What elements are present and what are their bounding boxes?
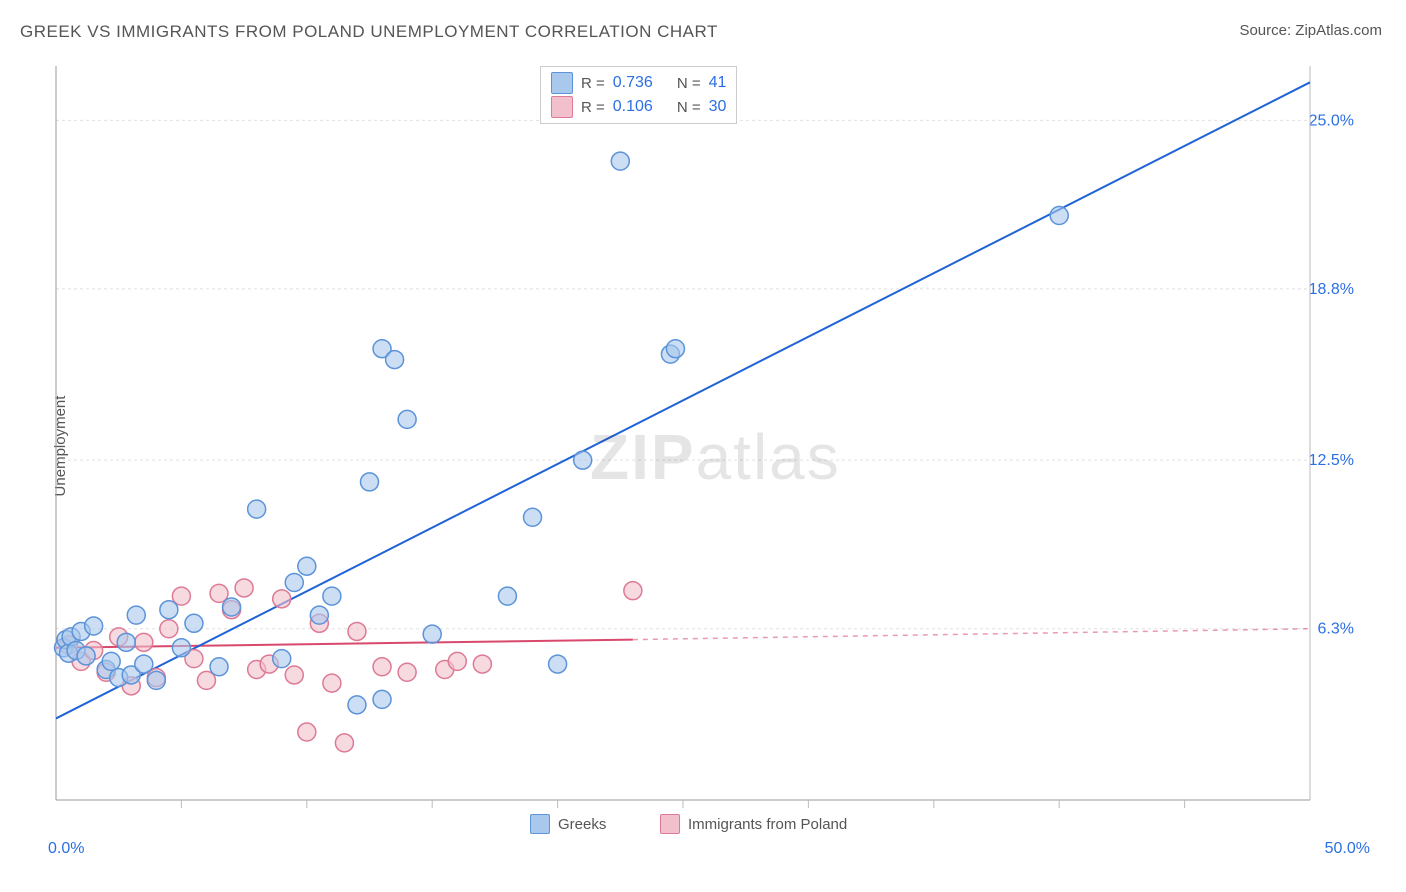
swatch-greeks-sm <box>530 814 550 834</box>
r-label2: R = <box>581 99 605 116</box>
stats-row-greeks: R = 0.736 N = 41 <box>551 71 726 95</box>
plot-area: 6.3%12.5%18.8%25.0% ZIPatlas R = 0.736 N… <box>50 60 1370 830</box>
r-value-poland: 0.106 <box>613 98 653 116</box>
n-label: N = <box>677 75 701 92</box>
chart-container: GREEK VS IMMIGRANTS FROM POLAND UNEMPLOY… <box>0 0 1406 892</box>
n-label2: N = <box>677 99 701 116</box>
n-value-poland: 30 <box>709 98 727 116</box>
stats-row-poland: R = 0.106 N = 30 <box>551 95 726 119</box>
n-value-greeks: 41 <box>709 74 727 92</box>
series-legend-poland: Immigrants from Poland <box>660 814 847 834</box>
svg-text:12.5%: 12.5% <box>1309 452 1354 469</box>
chart-svg: 6.3% 12.5% 18.8% 25.0% <box>50 60 1370 830</box>
stats-legend: R = 0.736 N = 41 R = 0.106 N = 30 <box>540 66 737 124</box>
legend-label-poland: Immigrants from Poland <box>688 816 847 833</box>
swatch-poland <box>551 96 573 118</box>
svg-text:6.3%: 6.3% <box>1318 621 1354 638</box>
swatch-greeks <box>551 72 573 94</box>
svg-text:25.0%: 25.0% <box>1309 112 1354 129</box>
series-legend-greeks: Greeks <box>530 814 606 834</box>
chart-title: GREEK VS IMMIGRANTS FROM POLAND UNEMPLOY… <box>20 22 718 42</box>
x-axis-start-label: 0.0% <box>48 840 84 858</box>
x-axis-end-label: 50.0% <box>1325 840 1370 858</box>
swatch-poland-sm <box>660 814 680 834</box>
r-value-greeks: 0.736 <box>613 74 653 92</box>
svg-text:18.8%: 18.8% <box>1309 281 1354 298</box>
source-attribution: Source: ZipAtlas.com <box>1239 22 1382 39</box>
legend-label-greeks: Greeks <box>558 816 606 833</box>
r-label: R = <box>581 75 605 92</box>
